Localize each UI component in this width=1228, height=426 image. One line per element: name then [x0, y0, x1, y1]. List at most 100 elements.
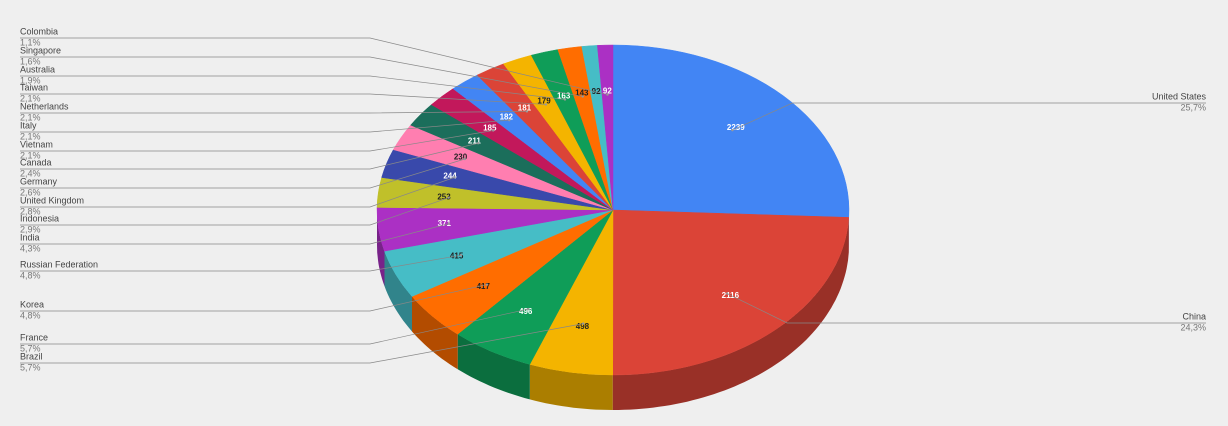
category-label: China	[1182, 311, 1206, 321]
leader-line	[726, 293, 1206, 324]
category-label: Colombia	[20, 26, 58, 36]
slice-side	[612, 217, 849, 410]
leader-dot	[581, 95, 584, 98]
value-label: 92	[603, 86, 612, 95]
category-label: Singapore	[20, 45, 61, 55]
leader-line	[20, 142, 479, 170]
category-label: Canada	[20, 157, 52, 167]
slice	[597, 44, 614, 211]
leader-dot	[525, 110, 529, 113]
share-label: 5,7%	[20, 362, 41, 372]
value-label: 143	[575, 88, 589, 97]
category-label: Indonesia	[20, 213, 59, 223]
leader-dot	[582, 322, 585, 325]
category-label: France	[20, 332, 48, 342]
share-label: 2,4%	[20, 168, 41, 178]
value-label: 92	[592, 87, 601, 96]
leader-dot	[485, 283, 489, 286]
value-label: 244	[443, 172, 457, 181]
category-label: United Kingdom	[20, 195, 84, 205]
share-label: 1,9%	[20, 75, 41, 85]
share-label: 2,1%	[20, 93, 41, 103]
category-label: Taiwan	[20, 82, 48, 92]
value-label: 182	[500, 113, 514, 122]
leader-dot	[725, 292, 729, 295]
value-label: 371	[438, 219, 452, 228]
leader-line	[20, 93, 546, 105]
leader-dot	[544, 103, 548, 106]
leader-dot	[453, 176, 456, 179]
value-label: 498	[576, 322, 590, 331]
leader-line	[20, 308, 529, 345]
leader-dot	[491, 129, 495, 132]
share-label: 24,3%	[1180, 322, 1206, 332]
leader-dot	[447, 222, 451, 225]
category-label: India	[20, 232, 40, 242]
pie-sides	[377, 210, 849, 410]
leader-dot	[447, 196, 450, 199]
share-label: 1,6%	[20, 56, 41, 66]
value-label: 211	[468, 136, 481, 145]
share-label: 2,8%	[20, 206, 41, 216]
slice-side	[529, 364, 613, 410]
leader-line	[20, 111, 527, 114]
share-label: 4,8%	[20, 310, 41, 320]
value-label: 2239	[727, 123, 745, 132]
leader-line	[20, 177, 455, 208]
category-label: Australia	[20, 64, 55, 74]
category-label: Netherlands	[20, 101, 69, 111]
leader-line	[20, 37, 608, 95]
value-label: 179	[537, 97, 551, 106]
share-label: 2,9%	[20, 224, 41, 234]
share-label: 1,1%	[20, 37, 41, 47]
value-label: 181	[518, 104, 532, 113]
leader-line	[20, 158, 465, 189]
slice-side	[457, 334, 530, 400]
leader-line	[20, 119, 510, 133]
leader-dot	[606, 93, 609, 96]
category-label: Germany	[20, 176, 58, 186]
slice-side	[412, 296, 458, 370]
value-label: 185	[483, 123, 497, 132]
category-label: Italy	[20, 120, 37, 130]
category-label: United States	[1152, 91, 1207, 101]
slice	[612, 209, 850, 376]
category-label: Korea	[20, 299, 44, 309]
leader-dot	[563, 98, 567, 101]
share-label: 5,7%	[20, 343, 41, 353]
pie-tops	[376, 44, 850, 376]
leader-dot	[731, 128, 734, 132]
value-label: 230	[454, 153, 468, 162]
share-label: 2,1%	[20, 112, 41, 122]
leader-line	[20, 130, 494, 152]
leader-line	[20, 197, 449, 226]
leader-line	[20, 284, 487, 312]
share-label: 4,8%	[20, 270, 41, 280]
value-label: 253	[437, 192, 451, 201]
category-label: Brazil	[20, 351, 43, 361]
leader-line	[20, 254, 462, 272]
category-label: Vietnam	[20, 139, 53, 149]
leader-dot	[459, 253, 463, 257]
leader-line	[20, 56, 583, 97]
slice-side	[384, 251, 412, 332]
leader-line	[732, 102, 1206, 131]
slice	[612, 44, 850, 218]
leader-dot	[526, 307, 530, 311]
category-label: Russian Federation	[20, 259, 98, 269]
share-label: 2,6%	[20, 187, 41, 197]
value-label: 417	[477, 282, 491, 291]
value-label: 496	[519, 307, 533, 316]
share-label: 4,3%	[20, 243, 41, 253]
leader-line	[20, 75, 566, 100]
leader-line	[20, 223, 450, 245]
leader-dot	[463, 157, 466, 161]
leader-line	[20, 323, 584, 364]
value-label: 163	[557, 91, 571, 100]
share-label: 2,1%	[20, 131, 41, 141]
share-label: 25,7%	[1180, 102, 1206, 112]
share-label: 2,1%	[20, 150, 41, 160]
slice-side	[377, 210, 385, 287]
leader-dot	[508, 118, 511, 122]
